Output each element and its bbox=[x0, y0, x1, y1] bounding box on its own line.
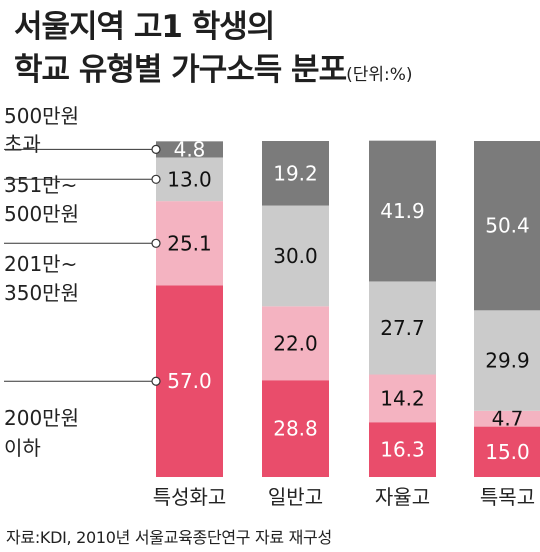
bar-segment-over500 bbox=[369, 140, 436, 282]
legend-marker bbox=[151, 144, 161, 154]
bar-segment-r201-350 bbox=[474, 410, 540, 427]
data-label: 4.8 bbox=[174, 137, 206, 161]
legend-label: 500만원 bbox=[4, 104, 79, 128]
bar-segment-r201-350 bbox=[369, 374, 436, 423]
data-label: 14.2 bbox=[380, 386, 425, 410]
title-line-1: 서울지역 고1 학생의 bbox=[14, 9, 275, 45]
data-label: 41.9 bbox=[380, 199, 425, 223]
category-label: 특성화고 bbox=[153, 485, 227, 509]
legend-label: 351만~ bbox=[4, 173, 77, 197]
bar-segment-over500 bbox=[156, 141, 223, 158]
category-label: 일반고 bbox=[268, 485, 323, 509]
bar-segment-r351-500 bbox=[369, 281, 436, 375]
legend-label: 201만~ bbox=[4, 252, 77, 276]
legend-label: 200만원 bbox=[4, 406, 79, 430]
bar-segment-under200 bbox=[262, 380, 329, 477]
legend-marker bbox=[151, 376, 161, 386]
legend-label: 초과 bbox=[4, 132, 41, 156]
bar-segment-r351-500 bbox=[156, 157, 223, 202]
data-label: 27.7 bbox=[380, 316, 425, 340]
legend-label: 500만원 bbox=[4, 202, 79, 226]
data-label: 57.0 bbox=[167, 369, 212, 393]
bar-segment-over500 bbox=[262, 141, 329, 206]
bar-segment-under200 bbox=[474, 426, 540, 477]
data-label: 19.2 bbox=[273, 161, 318, 185]
data-label: 22.0 bbox=[273, 331, 318, 355]
chart-title: 서울지역 고1 학생의 학교 유형별 가구소득 분포(단위:%) bbox=[14, 6, 413, 97]
data-label: 13.0 bbox=[167, 167, 212, 191]
title-line-2: 학교 유형별 가구소득 분포 bbox=[14, 52, 347, 88]
category-label: 자율고 bbox=[375, 485, 430, 509]
bar-segment-r201-350 bbox=[156, 201, 223, 286]
bar-segment-r201-350 bbox=[262, 306, 329, 381]
data-label: 30.0 bbox=[273, 244, 318, 268]
legend-label: 350만원 bbox=[4, 281, 79, 305]
legend-label: 이하 bbox=[4, 436, 41, 460]
source-note: 자료:KDI, 2010년 서울교육종단연구 자료 재구성 bbox=[6, 528, 332, 547]
data-label: 29.9 bbox=[485, 349, 530, 373]
data-label: 15.0 bbox=[485, 440, 530, 464]
data-label: 25.1 bbox=[167, 231, 212, 255]
title-unit: (단위:%) bbox=[346, 65, 413, 85]
bar-segment-under200 bbox=[369, 422, 436, 477]
legend-marker bbox=[151, 174, 161, 184]
bar-segment-r351-500 bbox=[262, 205, 329, 307]
bar-segment-r351-500 bbox=[474, 310, 540, 411]
data-label: 50.4 bbox=[485, 214, 530, 238]
data-label: 16.3 bbox=[380, 438, 425, 462]
data-label: 28.8 bbox=[273, 417, 318, 441]
bar-segment-under200 bbox=[156, 285, 223, 477]
legend-marker bbox=[151, 238, 161, 248]
bar-segment-over500 bbox=[474, 141, 540, 311]
category-label: 특목고 bbox=[480, 485, 535, 509]
